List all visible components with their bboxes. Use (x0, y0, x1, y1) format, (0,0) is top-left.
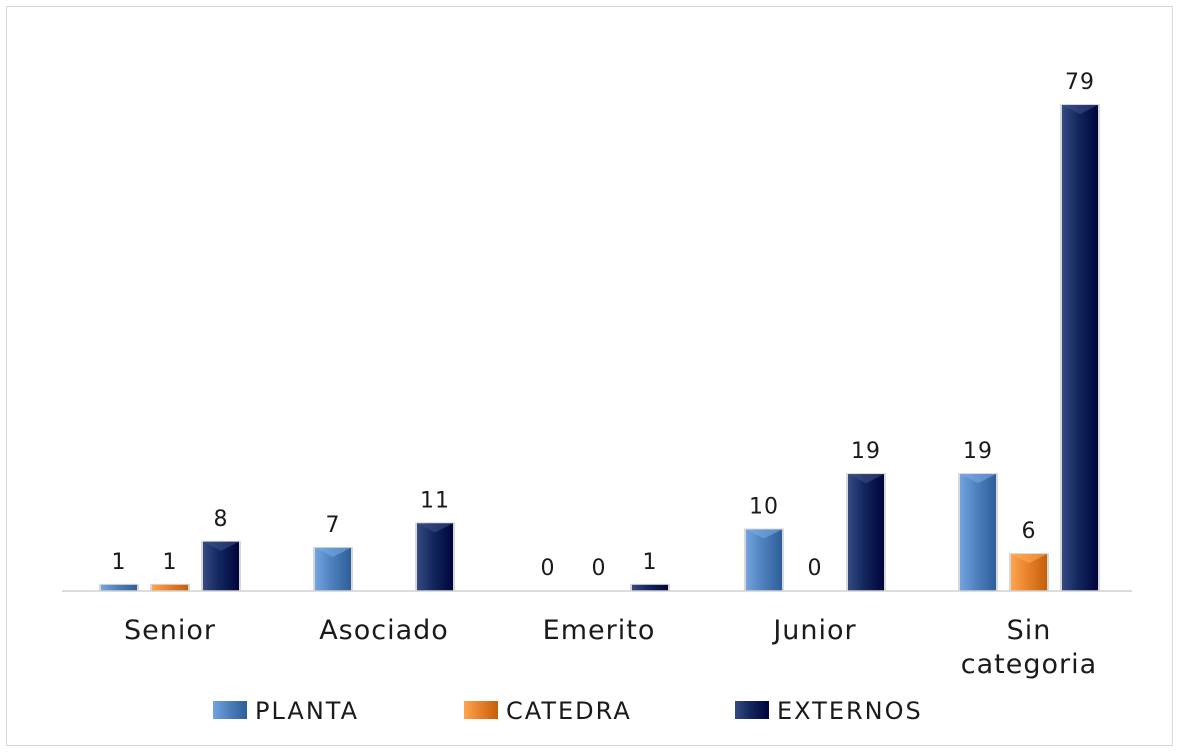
bar-externos-junior (848, 474, 884, 591)
legend-label-externos: EXTERNOS (777, 697, 923, 725)
bar-planta-senior (101, 584, 137, 591)
data-label: 1 (112, 550, 127, 575)
x-tick-label: categoria (961, 649, 1097, 680)
bar-cap (960, 474, 996, 484)
x-tick-label: Junior (771, 615, 856, 646)
bar-externos-emerito (632, 584, 668, 591)
data-label: 0 (592, 556, 607, 581)
data-label: 0 (541, 556, 556, 581)
bar-cap (203, 541, 239, 551)
bar-cap (848, 474, 884, 484)
x-tick-label: Sin (1007, 615, 1052, 646)
bar-catedra-senior (152, 584, 188, 591)
data-label: 1 (163, 550, 178, 575)
bars-group (99, 104, 1100, 591)
data-label: 6 (1022, 519, 1037, 544)
data-label: 7 (326, 513, 341, 538)
bar-cap (417, 523, 453, 533)
chart-frame: 1 1 8 7 11 0 0 1 10 0 19 19 6 79 Senior Asociado Emerit… (6, 6, 1173, 746)
bar-cap (746, 529, 782, 539)
bar-externos-sin-categoria (1062, 105, 1098, 591)
x-tick-label: Senior (124, 615, 216, 646)
legend-swatch-externos (735, 701, 769, 719)
data-label: 8 (214, 507, 229, 532)
legend-label-planta: PLANTA (255, 697, 359, 725)
data-label: 0 (808, 556, 823, 581)
data-label: 79 (1065, 70, 1095, 95)
bar-planta-sin-categoria (960, 474, 996, 591)
data-label: 10 (749, 494, 779, 519)
x-tick-label: Asociado (319, 615, 449, 646)
bar-externos-asociado (417, 523, 453, 591)
legend-swatch-catedra (464, 701, 498, 719)
legend-swatch-planta (213, 701, 247, 719)
legend: PLANTA CATEDRA EXTERNOS (213, 697, 923, 725)
bar-cap (1011, 554, 1047, 564)
data-label: 1 (643, 550, 658, 575)
x-tick-label: Emerito (543, 615, 656, 646)
bar-cap (315, 547, 351, 557)
data-label: 19 (851, 439, 881, 464)
bar-cap (1062, 105, 1098, 114)
legend-label-catedra: CATEDRA (506, 697, 632, 725)
data-label: 11 (420, 488, 450, 513)
bar-planta-junior (746, 529, 782, 591)
data-label: 19 (963, 439, 993, 464)
